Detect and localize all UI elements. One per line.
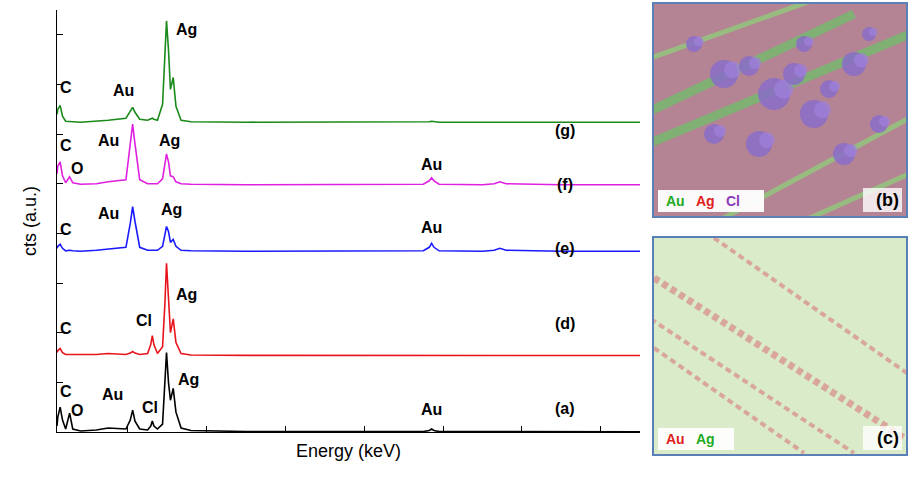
- svg-text:Ag: Ag: [159, 132, 180, 149]
- svg-text:Cl: Cl: [726, 193, 740, 209]
- svg-text:Au: Au: [421, 219, 442, 236]
- svg-text:(d): (d): [555, 315, 575, 332]
- svg-text:(e): (e): [555, 240, 575, 257]
- svg-text:Au: Au: [666, 193, 685, 209]
- svg-text:C: C: [60, 383, 72, 400]
- svg-text:Au: Au: [421, 401, 442, 418]
- svg-text:Ag: Ag: [178, 371, 199, 388]
- svg-text:Ag: Ag: [696, 431, 715, 447]
- svg-text:Ag: Ag: [176, 286, 197, 303]
- svg-text:(g): (g): [555, 122, 575, 139]
- svg-text:Au: Au: [98, 132, 119, 149]
- svg-text:Au: Au: [102, 386, 123, 403]
- svg-text:Cl: Cl: [142, 399, 158, 416]
- svg-text:Ag: Ag: [161, 201, 182, 218]
- svg-text:(b): (b): [876, 190, 899, 210]
- svg-text:Ag: Ag: [696, 193, 715, 209]
- svg-text:(f): (f): [557, 176, 573, 193]
- svg-text:Au: Au: [666, 431, 685, 447]
- svg-text:O: O: [71, 160, 83, 177]
- svg-text:(a): (a): [555, 400, 575, 417]
- svg-text:Au: Au: [113, 82, 134, 99]
- svg-text:cts (a.u.): cts (a.u.): [20, 186, 40, 256]
- svg-text:C: C: [60, 137, 72, 154]
- svg-text:Au: Au: [421, 156, 442, 173]
- svg-text:Energy (keV): Energy (keV): [296, 441, 401, 461]
- svg-text:C: C: [60, 320, 72, 337]
- svg-text:Cl: Cl: [136, 312, 152, 329]
- svg-text:C: C: [60, 221, 72, 238]
- svg-text:O: O: [71, 402, 83, 419]
- svg-text:Ag: Ag: [176, 21, 197, 38]
- svg-text:(c): (c): [877, 428, 899, 448]
- svg-text:C: C: [60, 79, 72, 96]
- svg-text:Au: Au: [98, 205, 119, 222]
